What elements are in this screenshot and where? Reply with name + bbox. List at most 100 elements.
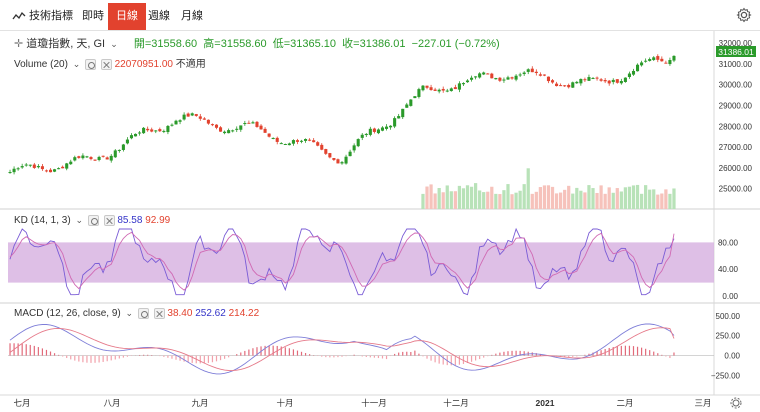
volume-bar <box>461 188 466 209</box>
volume-bar <box>518 190 522 209</box>
volume-bar <box>534 191 538 209</box>
volume-bar <box>619 191 623 209</box>
candle-body <box>101 155 105 157</box>
kd-settings-icon[interactable] <box>87 215 99 226</box>
chevron-down-icon[interactable]: ⌄ <box>125 308 134 319</box>
volume-na: 不適用 <box>175 59 206 70</box>
chart-area[interactable]: 32000.00 31000.00 30000.00 29000.00 28000.00… <box>0 31 760 412</box>
volume-bar <box>571 193 575 209</box>
volume-bar <box>542 185 547 209</box>
candle-body <box>328 153 332 158</box>
volume-bar <box>457 185 462 209</box>
price-tick-label: 30000.00 <box>719 81 753 90</box>
macd-legend: MACD (12, 26, close, 9) ⌄ 38.40 252.62 2… <box>14 308 259 319</box>
daily-tab[interactable]: 日線 <box>108 3 146 30</box>
candle-body <box>664 62 668 64</box>
candle-body <box>85 156 89 158</box>
time-axis: 七月 八月 九月 十月 十一月 十二月 2021 二月 三月 <box>13 398 711 408</box>
monthly-tab[interactable]: 月線 <box>181 10 203 22</box>
candle-body <box>619 81 623 84</box>
candle-body <box>461 83 465 85</box>
volume-bar <box>522 184 526 209</box>
candle-body <box>389 125 393 128</box>
indicators-button[interactable]: 技術指標 <box>4 3 81 30</box>
weekly-tab[interactable]: 週線 <box>148 10 170 22</box>
volume-bar <box>575 187 579 209</box>
volume-bar <box>660 193 664 209</box>
candle-body <box>648 59 652 61</box>
candle-body <box>627 73 631 78</box>
volume-bar <box>639 193 644 209</box>
candle-body <box>413 96 417 99</box>
candle-body <box>202 118 206 120</box>
volume-bar <box>587 185 591 209</box>
candle-body <box>376 129 380 134</box>
kd-remove-icon[interactable] <box>103 215 115 226</box>
macd-remove-icon[interactable] <box>153 308 165 319</box>
candle-body <box>615 79 619 83</box>
time-tick-label: 九月 <box>191 398 208 408</box>
candle-body <box>275 137 279 142</box>
macd-settings-icon[interactable] <box>137 308 149 319</box>
volume-bar <box>656 194 660 209</box>
candle-body <box>263 128 267 133</box>
candle-body <box>575 81 579 84</box>
candle-body <box>20 166 24 168</box>
volume-remove-icon[interactable] <box>100 58 112 70</box>
candle-body <box>352 145 356 151</box>
candle-body <box>465 80 470 83</box>
chevron-down-icon[interactable]: ⌄ <box>75 215 84 226</box>
chevron-down-icon[interactable]: ⌄ <box>72 59 81 69</box>
candle-body <box>384 126 389 129</box>
last-price-tag: 31386.01 <box>716 46 756 57</box>
settings-gear-icon[interactable] <box>736 7 752 23</box>
candle-body <box>304 139 308 141</box>
candle-body <box>16 168 20 170</box>
volume-bar <box>623 187 628 209</box>
candle-body <box>61 166 65 169</box>
volume-bar <box>473 183 478 209</box>
volume-bar <box>648 189 652 209</box>
time-tick-label: 十一月 <box>361 398 387 408</box>
candle-body <box>138 132 142 134</box>
time-axis-gear-icon[interactable] <box>730 397 742 409</box>
candle-body <box>247 122 251 124</box>
volume-bar <box>603 193 607 209</box>
volume-bar <box>538 187 542 209</box>
chart-canvas[interactable]: 32000.00 31000.00 30000.00 29000.00 28000.00… <box>0 31 760 412</box>
kd-tick-label: 40.00 <box>718 265 739 274</box>
candle-body <box>308 139 312 141</box>
candle-body <box>631 70 636 75</box>
candle-body <box>668 60 672 65</box>
candle-body <box>368 128 372 135</box>
candle-body <box>133 133 138 137</box>
candle-body <box>603 80 607 82</box>
d-line <box>9 231 675 291</box>
candle-body <box>186 113 190 117</box>
candle-body <box>445 90 449 92</box>
candle-body <box>453 87 457 90</box>
candle-body <box>24 164 28 166</box>
candle-body <box>198 116 202 119</box>
candle-body <box>636 64 640 72</box>
candle-body <box>425 85 429 88</box>
volume-bar <box>465 185 470 209</box>
candle-body <box>206 119 210 124</box>
candle-body <box>150 129 154 132</box>
volume-bar <box>563 189 567 209</box>
chart-toolbar: 技術指標 即時 日線 週線 月線 <box>0 0 760 31</box>
volume-legend: Volume (20) ⌄ 22070951.00 不適用 <box>14 55 206 70</box>
candle-body <box>559 85 563 87</box>
candle-body <box>40 166 44 170</box>
candle-body <box>291 140 295 144</box>
high-value: 高=31558.60 <box>203 38 267 50</box>
intraday-tab[interactable]: 即時 <box>82 10 104 22</box>
volume-bar <box>627 186 632 209</box>
chevron-down-icon[interactable]: ⌄ <box>110 39 118 49</box>
add-symbol-icon[interactable]: ✛ <box>14 38 24 50</box>
volume-settings-icon[interactable] <box>85 58 97 70</box>
candle-body <box>405 104 409 108</box>
candle-body <box>214 124 219 128</box>
macd-tick-label: 500.00 <box>716 312 741 321</box>
candle-body <box>81 155 85 159</box>
